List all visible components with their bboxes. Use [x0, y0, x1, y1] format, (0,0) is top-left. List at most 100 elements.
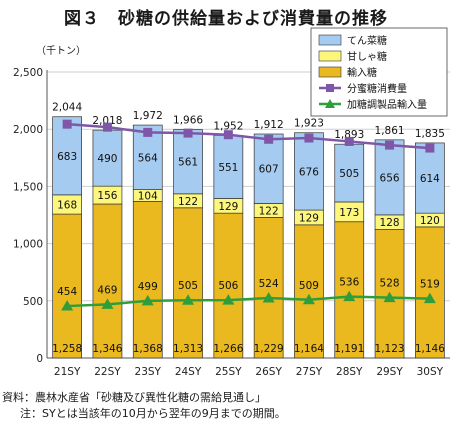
x-tick-label: 27SY [296, 366, 323, 378]
bar-value-label: 1,258 [52, 343, 82, 355]
line-point [223, 130, 233, 140]
bar-value-label: 122 [259, 205, 279, 217]
bar-value-label: 1,123 [375, 343, 405, 355]
line-series [67, 122, 430, 150]
bar-segment [132, 201, 163, 359]
y-tick-label: 2,500 [13, 67, 43, 79]
bar-total-label: 2,044 [52, 102, 82, 114]
bar-segment [173, 207, 203, 359]
bar-segment [253, 133, 284, 204]
line-series [67, 295, 430, 308]
bar-value-label: 607 [259, 164, 279, 176]
line-point [425, 143, 435, 153]
line-point [62, 119, 72, 129]
line-point [344, 136, 354, 146]
line-point [101, 298, 114, 309]
bar-value-label: 1,313 [173, 343, 203, 355]
chart-title: 図３ 砂糖の供給量および消費量の推移 [64, 9, 388, 29]
footnote: 注：SYとは当該年の10月から翌年の9月までの期間。 [20, 407, 286, 420]
x-tick-label: 22SY [94, 366, 121, 378]
bar-total-label: 1,972 [133, 110, 163, 122]
bar-value-label: 656 [380, 172, 400, 184]
y-tick-label: 0 [36, 353, 43, 365]
bar-segment [52, 116, 83, 196]
bar-segment [294, 224, 324, 359]
bar-segment [415, 226, 445, 359]
bar-segment [374, 139, 405, 216]
legend-label: 分蜜糖消費量 [347, 82, 407, 95]
bar-value-label: 1,191 [334, 343, 364, 355]
bar-value-label: 129 [299, 212, 319, 224]
bar-value-label: 173 [339, 207, 359, 219]
line-point [302, 293, 315, 305]
bar-value-label: 1,266 [213, 343, 243, 355]
y-unit-label: （千トン） [36, 45, 86, 57]
line-value-label: 506 [218, 280, 238, 292]
bar-value-label: 561 [178, 157, 198, 169]
line-point [385, 140, 395, 150]
line-value-label: 505 [178, 280, 198, 292]
bar-segment [173, 129, 203, 195]
bar-value-label: 122 [178, 196, 198, 208]
bar-value-label: 1,368 [133, 343, 163, 355]
y-tick-label: 2,000 [13, 124, 43, 136]
legend-swatch [318, 34, 342, 46]
bar-total-label: 1,966 [173, 115, 203, 127]
line-value-label: 454 [57, 286, 77, 298]
legend-swatch [318, 50, 342, 62]
line-value-label: 469 [97, 284, 117, 296]
x-tick-label: 25SY [215, 366, 242, 378]
bar-total-label: 1,923 [294, 118, 324, 130]
bar-total-label: 1,835 [415, 128, 445, 140]
line-point [262, 292, 275, 303]
bar-value-label: 676 [299, 166, 319, 178]
line-point [141, 294, 154, 306]
line-value-label: 499 [138, 281, 158, 293]
x-tick-label: 29SY [376, 366, 403, 378]
bar-segment [334, 143, 365, 203]
line-value-label: 536 [339, 277, 359, 289]
bar-total-label: 1,952 [213, 120, 243, 132]
legend-label: てん菜糖 [347, 34, 387, 47]
y-tick-label: 500 [23, 296, 43, 308]
bar-value-label: 1,164 [294, 343, 324, 355]
bar-total-label: 1,861 [375, 125, 405, 137]
line-point [182, 294, 195, 305]
bar-segment [92, 203, 123, 359]
legend-swatch [318, 66, 342, 78]
x-tick-label: 23SY [135, 366, 162, 378]
x-tick-label: 26SY [255, 366, 282, 378]
line-point [183, 128, 193, 138]
legend-label: 甘しゃ糖 [347, 50, 387, 63]
y-tick-label: 1,000 [13, 239, 43, 251]
bar-segment [213, 135, 244, 199]
bar-segment [92, 129, 123, 187]
x-tick-label: 28SY [336, 366, 363, 378]
x-tick-label: 24SY [175, 366, 202, 378]
bar-value-label: 614 [420, 173, 440, 185]
legend-marker [326, 84, 334, 92]
line-point [102, 122, 112, 132]
bar-segment [415, 142, 445, 214]
x-tick-label: 30SY [417, 366, 444, 378]
bar-total-label: 1,912 [254, 119, 284, 131]
line-point [304, 133, 314, 143]
line-value-label: 528 [380, 278, 400, 290]
bar-value-label: 120 [420, 215, 440, 227]
line-point [423, 292, 436, 304]
legend-label: 加糖調製品輸入量 [347, 98, 427, 111]
line-value-label: 524 [259, 278, 279, 290]
line-point [343, 290, 356, 302]
line-point [143, 127, 153, 137]
bar-value-label: 551 [218, 162, 238, 174]
bar-value-label: 490 [97, 153, 117, 165]
bar-segment [334, 221, 365, 359]
bar-value-label: 505 [339, 168, 359, 180]
bar-value-label: 1,146 [415, 343, 445, 355]
line-point [222, 294, 235, 305]
source-note: 資料：農林水産省「砂糖及び異性化糖の需給見通し」 [2, 391, 266, 404]
bar-value-label: 128 [380, 217, 400, 229]
line-point [383, 291, 396, 303]
